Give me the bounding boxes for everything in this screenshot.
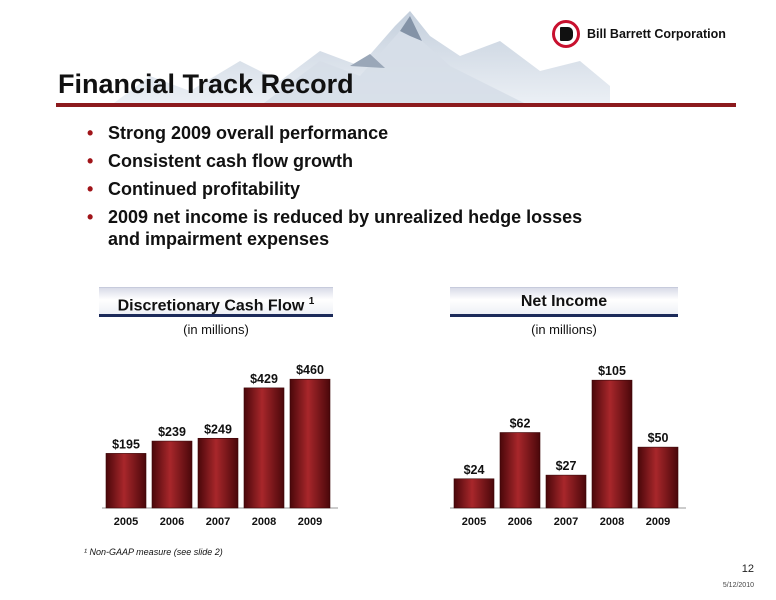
bullet-item: • Strong 2009 overall performance [86,122,582,144]
x-tick-label: 2006 [160,516,184,528]
bar-2007 [197,437,239,509]
bar-2005 [453,478,495,509]
bullet-item: • Consistent cash flow growth [86,150,582,172]
company-logo: Bill Barrett Corporation [552,19,726,49]
cash-flow-chart-subtitle: (in millions) [183,322,249,337]
x-tick-label: 2008 [252,516,276,528]
bar-2008 [591,379,633,509]
mountain-banner-image [110,11,610,106]
bar-2006 [151,440,193,509]
data-label: $62 [510,417,531,431]
x-tick-label: 2007 [554,516,578,528]
data-label: $195 [112,437,140,451]
data-label: $460 [296,363,324,377]
bullet-icon: • [87,207,94,227]
company-name: Bill Barrett Corporation [587,27,726,41]
bullet-text: Consistent cash flow growth [108,151,354,171]
net-income-chart-subtitle: (in millions) [531,322,597,337]
bar-2009 [289,378,331,509]
net-income-chart-title: Net Income [520,293,608,310]
data-label: $50 [648,431,669,445]
x-tick-label: 2006 [508,516,532,528]
x-tick-label: 2005 [114,516,138,528]
x-tick-label: 2008 [600,516,624,528]
bar-2008 [243,387,285,509]
data-label: $24 [464,463,485,477]
bullet-list: • Strong 2009 overall performance • Cons… [86,122,582,256]
data-label: $239 [158,425,186,439]
bullet-icon: • [87,123,94,143]
bullet-icon: • [87,179,94,199]
bullet-text: Continued profitability [108,179,300,199]
bullet-text-line: 2009 net income is reduced by unrealized… [108,207,583,227]
x-tick-label: 2009 [646,516,670,528]
data-label: $27 [556,459,577,473]
data-label: $249 [204,422,232,436]
page-title: Financial Track Record [58,69,354,99]
net-income-chart-header: Net Income [450,287,678,317]
cash-flow-bar-chart: $195 2005 $239 2006 $249 2007 $429 2008 $460 2009 [102,363,338,528]
page-number: 12 [741,563,754,575]
title-divider [56,103,736,107]
x-tick-label: 2009 [298,516,322,528]
data-label: $105 [598,364,626,378]
bullet-text: Strong 2009 overall performance [108,123,389,143]
bb-logo-icon [552,20,580,48]
x-tick-label: 2007 [206,516,230,528]
bullet-icon: • [87,151,94,171]
bar-2007 [545,474,587,509]
footnote-marker: 1 [308,296,315,307]
bar-2005 [105,453,147,509]
bullet-text-line: and impairment expenses [108,229,330,249]
bar-2009 [637,446,679,509]
footnote: ¹ Non-GAAP measure (see slide 2) [84,547,223,557]
bar-2006 [499,432,541,509]
cash-flow-chart-title: Discretionary Cash Flow [117,297,305,315]
data-label: $429 [250,372,278,386]
net-income-bar-chart: $24 2005 $62 2006 $27 2007 $105 2008 $50 2009 [450,364,686,528]
cash-flow-chart-header: Discretionary Cash Flow 1 [99,287,333,317]
bullet-item: • Continued profitability [86,178,582,200]
slide-date: 5/12/2010 [722,582,754,589]
x-tick-label: 2005 [462,516,486,528]
bullet-item: • 2009 net income is reduced by unrealiz… [86,206,582,250]
